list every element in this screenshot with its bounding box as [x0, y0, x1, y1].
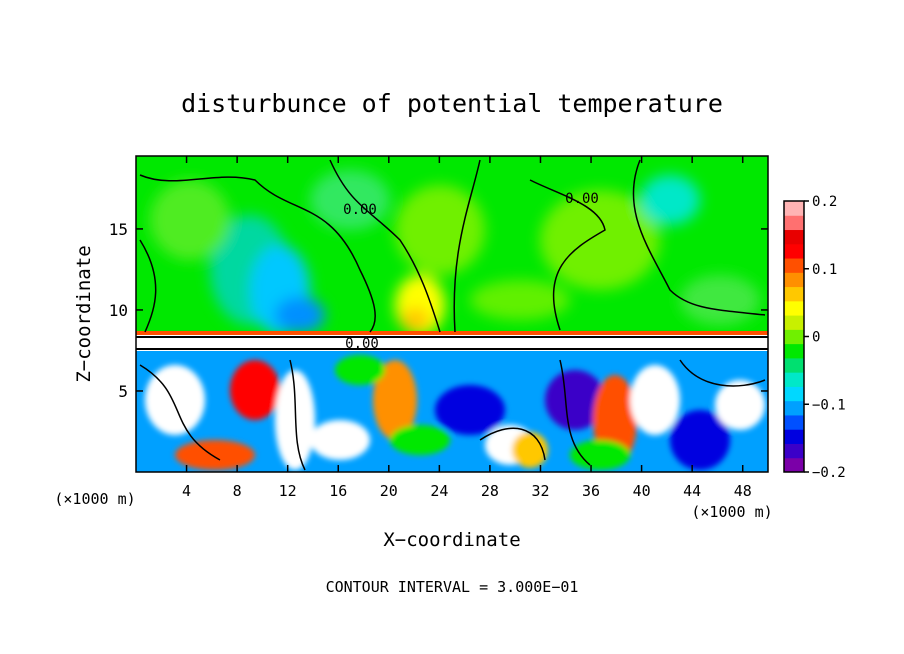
colorbar-tick-label: 0	[812, 330, 820, 346]
colorbar-swatch	[784, 443, 804, 459]
x-tick-label: 40	[633, 482, 651, 500]
colorbar-swatch	[784, 429, 804, 444]
colorbar-swatch	[784, 457, 804, 473]
x-axis-label: X−coordinate	[383, 529, 520, 551]
y-axis-label: Z−coordinate	[73, 245, 95, 382]
x-tick-label: 44	[683, 482, 701, 500]
colorbar-swatch	[784, 400, 804, 416]
x-tick-label: 12	[279, 482, 297, 500]
colorbar-tick-label: 0.2	[812, 194, 837, 210]
x-tick-label: 24	[430, 482, 448, 500]
colorbar-tick-label: −0.2	[812, 465, 846, 481]
x-tick-label: 20	[380, 482, 398, 500]
x-unit-left: (×1000 m)	[54, 490, 135, 508]
colorbar-swatch	[784, 286, 804, 302]
x-tick-label: 16	[329, 482, 347, 500]
colorbar-swatch	[784, 357, 804, 373]
colorbar	[784, 201, 804, 473]
colorbar-swatch	[784, 201, 804, 216]
colorbar-swatch	[784, 243, 804, 259]
plot-frame	[135, 155, 769, 473]
colorbar-swatch	[784, 372, 804, 387]
colorbar-swatch	[784, 414, 804, 430]
contour-interval-note: CONTOUR INTERVAL = 3.000E−01	[326, 578, 579, 596]
colorbar-swatch	[784, 229, 804, 245]
heatmap-field	[136, 156, 768, 472]
colorbar-swatch	[784, 329, 804, 345]
y-tick-label: 15	[109, 220, 128, 239]
y-axis-ticks: 5 10 15	[109, 220, 768, 401]
y-tick-label: 10	[109, 301, 128, 320]
colorbar-swatch	[784, 386, 804, 402]
colorbar-swatch	[784, 343, 804, 359]
x-unit-right: (×1000 m)	[691, 503, 772, 521]
x-tick-label: 32	[531, 482, 549, 500]
colorbar-swatch	[784, 272, 804, 288]
x-tick-label: 48	[734, 482, 752, 500]
colorbar-swatch	[784, 215, 804, 231]
colorbar-swatch	[784, 258, 804, 273]
contour-label: 0.00	[565, 191, 599, 207]
contour-labels: 0.00 0.00 0.00	[343, 191, 599, 352]
chart-title: disturbunce of potential temperature	[181, 89, 723, 118]
contour-label: 0.00	[345, 336, 379, 352]
x-tick-label: 28	[481, 482, 499, 500]
contour-label: 0.00	[343, 202, 377, 218]
x-axis-ticks: 4 8 12 16 20 24 28 32 36 40 44 48	[182, 156, 752, 500]
x-tick-label: 4	[182, 482, 191, 500]
colorbar-swatch	[784, 300, 804, 316]
y-tick-label: 5	[118, 382, 128, 401]
colorbar-tick-label: 0.1	[812, 262, 837, 278]
colorbar-tick-label: −0.1	[812, 397, 846, 413]
x-tick-label: 8	[233, 482, 242, 500]
colorbar-ticks: 0.2 0.1 0 −0.1 −0.2	[804, 194, 846, 481]
colorbar-swatch	[784, 315, 804, 330]
x-tick-label: 36	[582, 482, 600, 500]
